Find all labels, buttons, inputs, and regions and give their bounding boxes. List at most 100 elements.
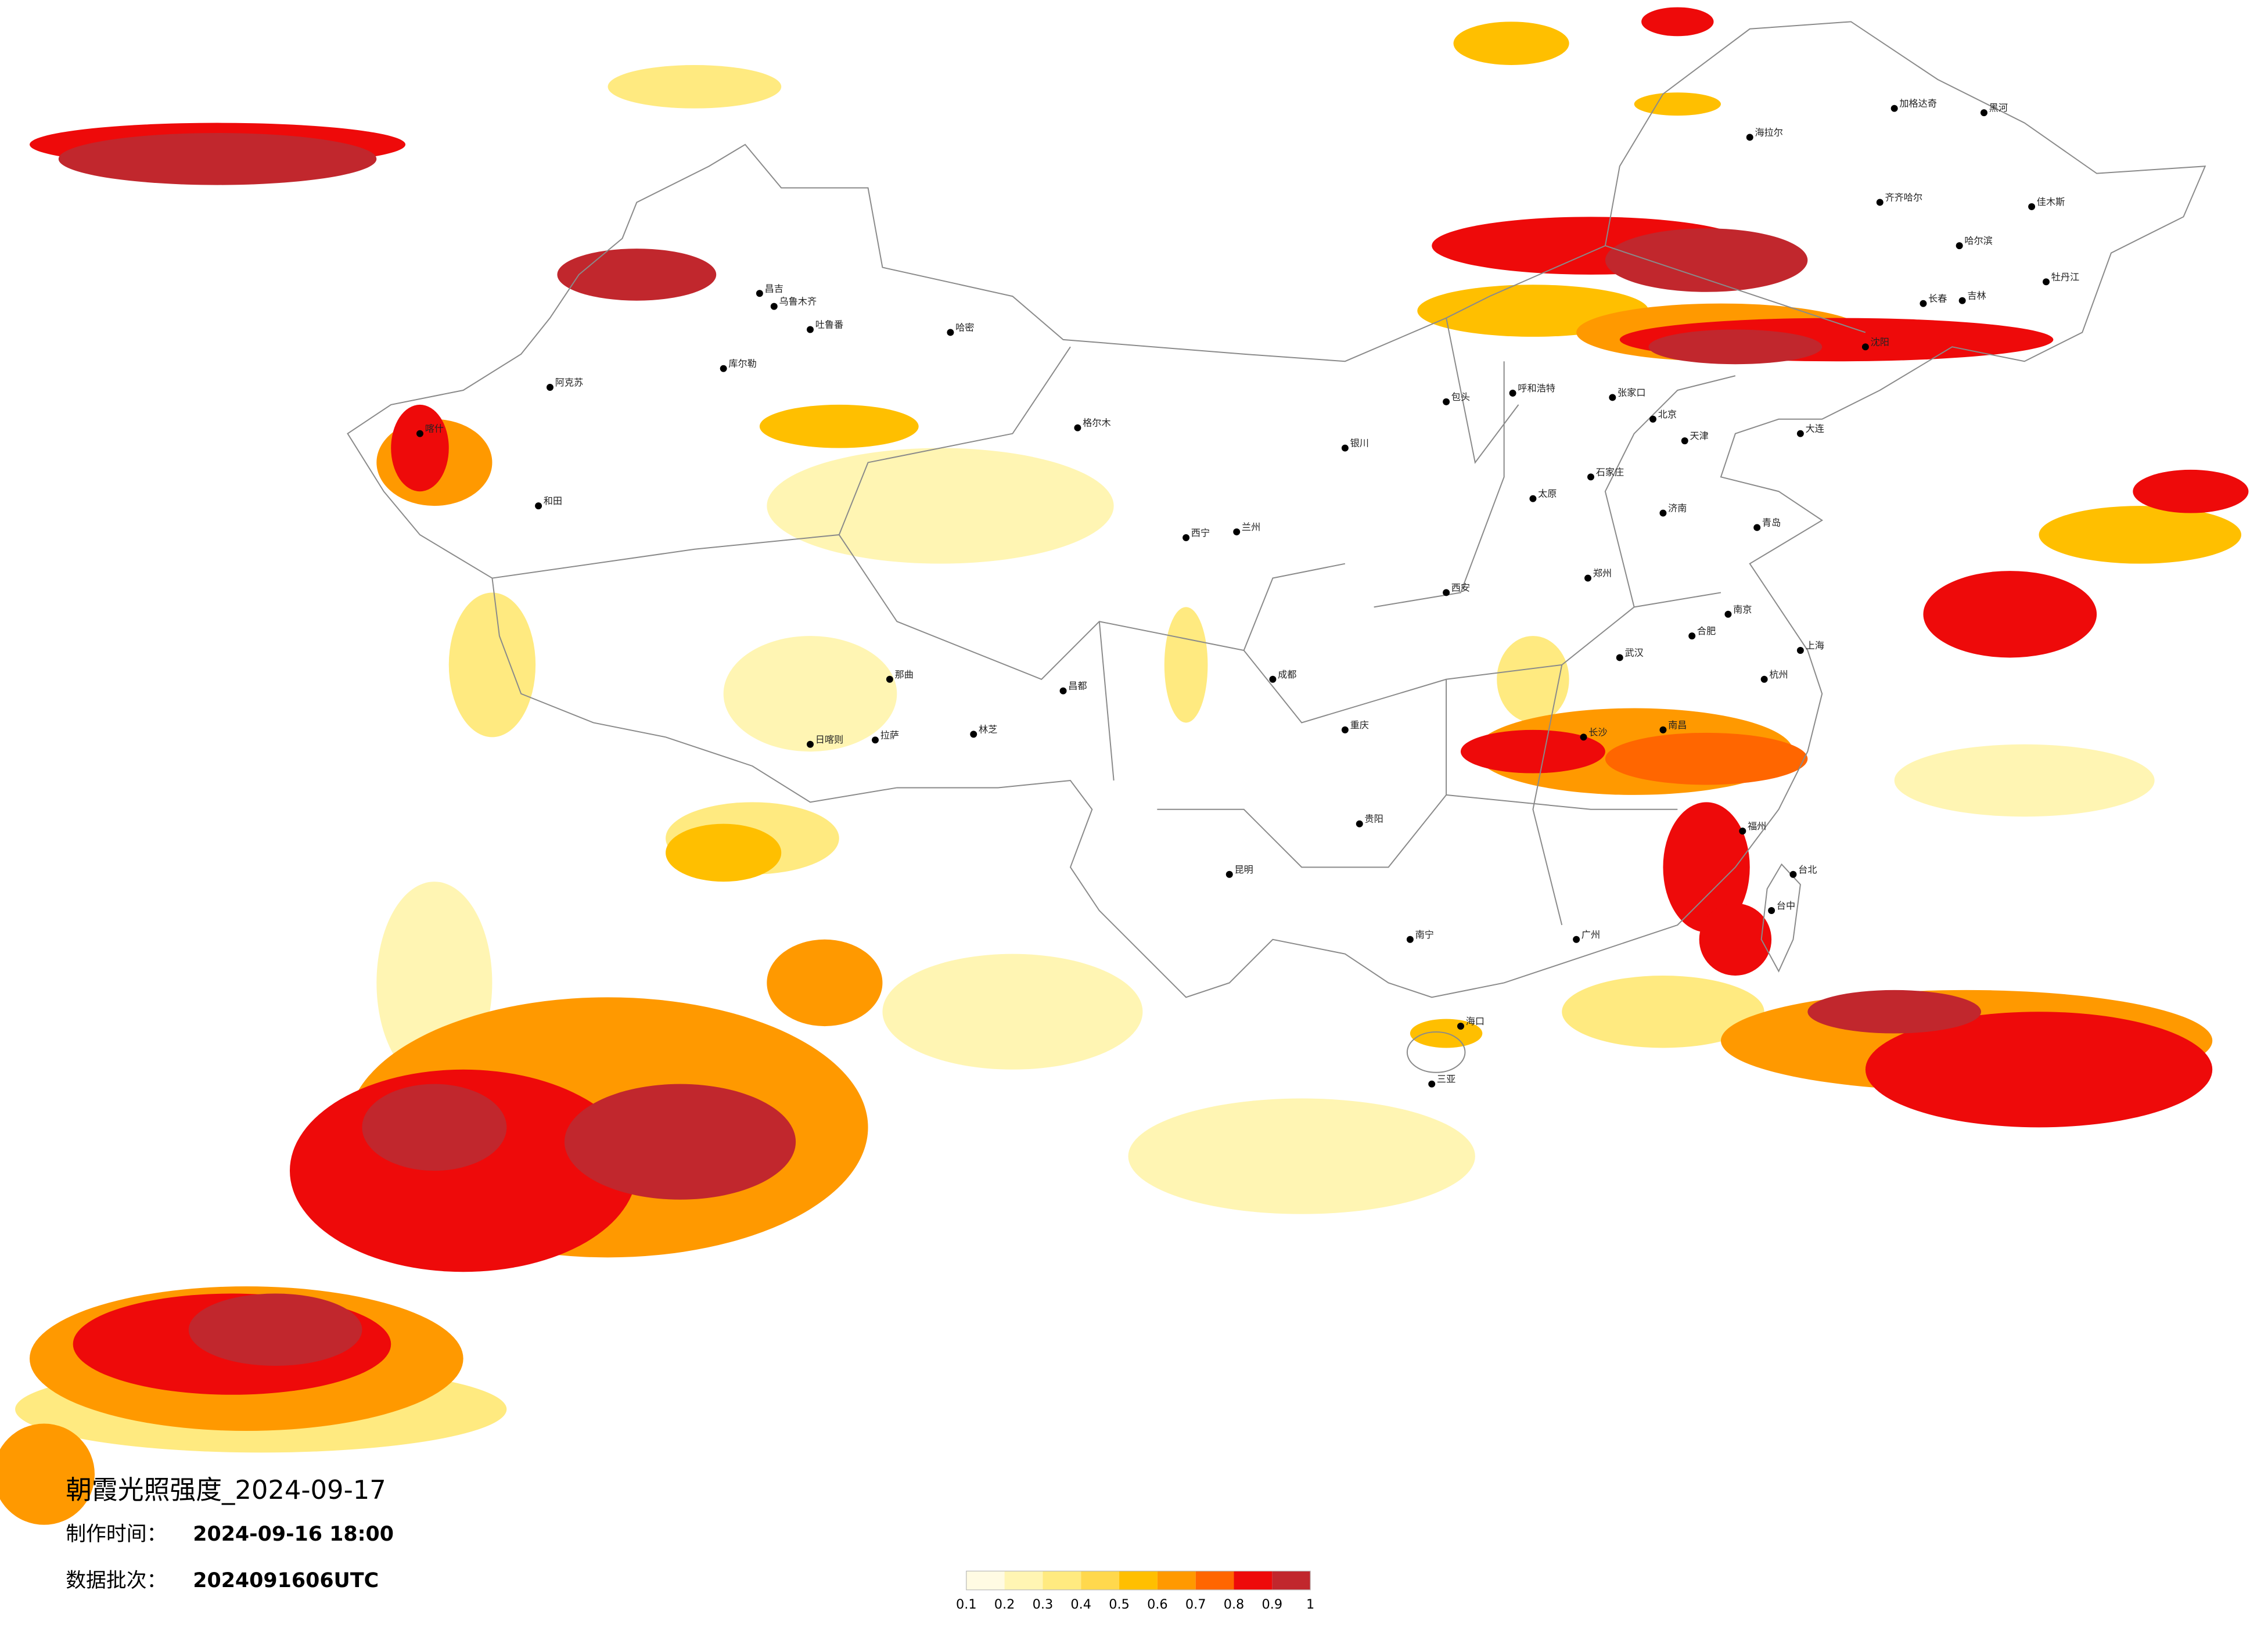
- city-label: 银川: [1350, 438, 1369, 449]
- intensity-area: [1641, 7, 1714, 37]
- city-label: 兰州: [1242, 521, 1260, 533]
- city-label: 黑河: [1989, 102, 2008, 113]
- city-dot: [1796, 430, 1804, 437]
- city-dot: [1958, 297, 1966, 304]
- city-label: 台北: [1798, 864, 1817, 875]
- city-label: 海口: [1466, 1016, 1485, 1027]
- city-label: 日喀则: [815, 734, 843, 745]
- city-label: 齐齐哈尔: [1885, 192, 1922, 203]
- city-label: 长沙: [1588, 726, 1607, 738]
- intensity-area: [1634, 92, 1721, 116]
- intensity-area: [767, 939, 883, 1027]
- city-dot: [1059, 687, 1067, 695]
- city-label: 张家口: [1618, 387, 1645, 398]
- city: 三亚: [1428, 1074, 1455, 1088]
- city-label: 南宁: [1415, 929, 1434, 940]
- city: 阿克苏: [547, 377, 583, 391]
- intensity-area: [1460, 729, 1605, 774]
- city: 兰州: [1233, 521, 1260, 535]
- city: 拉萨: [872, 729, 899, 744]
- city: 南宁: [1406, 929, 1434, 943]
- intensity-area: [2039, 506, 2241, 564]
- city-dot: [886, 675, 893, 683]
- boundaries: [347, 21, 2206, 1073]
- taiwan-outline: [1760, 863, 1801, 973]
- city: 张家口: [1609, 387, 1646, 401]
- city-dot: [535, 502, 542, 510]
- city-label: 郑州: [1593, 568, 1612, 579]
- city-label: 太原: [1538, 488, 1557, 499]
- city: 日喀则: [807, 734, 843, 748]
- city-dot: [1356, 820, 1363, 828]
- made-time: 2024-09-16 18:00: [193, 1523, 394, 1546]
- made-label: 制作时间：: [66, 1523, 167, 1546]
- city-label: 那曲: [895, 669, 914, 680]
- city: 石家庄: [1587, 466, 1624, 481]
- city-dot: [2028, 203, 2036, 210]
- city-label: 西安: [1451, 582, 1470, 593]
- city: 昌都: [1059, 681, 1087, 695]
- intensity-area: [1605, 228, 1808, 292]
- legend-swatch: [1234, 1571, 1273, 1590]
- city-dot: [1739, 828, 1746, 835]
- city-dot: [1746, 134, 1753, 141]
- city-label: 库尔勒: [728, 358, 756, 369]
- title: 朝霞光照强度_2024-09-17: [66, 1474, 386, 1505]
- city-dot: [1753, 524, 1761, 531]
- city: 济南: [1659, 503, 1687, 517]
- city-dot: [1980, 109, 1987, 117]
- intensity-area: [608, 65, 782, 109]
- legend-tick-label: 0.4: [1070, 1597, 1091, 1612]
- city: 包头: [1443, 391, 1470, 405]
- city-label: 吐鲁番: [815, 319, 843, 330]
- intensity-area: [557, 249, 717, 301]
- city-label: 喀什: [425, 423, 444, 434]
- city-label: 上海: [1806, 640, 1824, 651]
- intensity-area: [1699, 903, 1772, 976]
- city-dot: [1760, 675, 1768, 683]
- batch-label: 数据批次：: [66, 1569, 167, 1592]
- city-dot: [1876, 199, 1884, 206]
- city: 贵阳: [1356, 814, 1383, 828]
- city-dot: [1529, 495, 1537, 502]
- city: 喀什: [416, 423, 444, 437]
- city: 南昌: [1659, 720, 1687, 733]
- city-label: 三亚: [1437, 1074, 1455, 1085]
- country-outline: [347, 21, 2206, 998]
- intensity-area: [0, 1423, 95, 1525]
- intensity-area: [1807, 990, 1981, 1034]
- city-dot: [2043, 278, 2050, 286]
- city-label: 贵阳: [1364, 814, 1383, 825]
- city: 长沙: [1580, 726, 1608, 741]
- city: 乌鲁木齐: [770, 296, 817, 310]
- legend-swatch: [966, 1571, 1005, 1590]
- city-label: 林芝: [979, 724, 997, 735]
- intensity-area: [1923, 571, 2097, 658]
- city: 格尔木: [1074, 418, 1111, 431]
- city: 长春: [1920, 293, 1947, 307]
- city: 太原: [1529, 488, 1557, 502]
- intensity-layer: [0, 7, 2249, 1525]
- legend-tick-label: 0.6: [1147, 1597, 1168, 1612]
- city: 上海: [1796, 640, 1824, 654]
- city-dot: [770, 303, 778, 310]
- city: 广州: [1573, 929, 1600, 943]
- legend-swatch: [1119, 1571, 1158, 1590]
- city-dot: [1688, 632, 1696, 640]
- city: 黑河: [1980, 102, 2008, 117]
- city-dot: [1443, 589, 1450, 596]
- city-label: 天津: [1690, 430, 1708, 441]
- city-dot: [1956, 242, 1963, 250]
- city-dot: [1659, 509, 1667, 517]
- city-dot: [807, 326, 814, 333]
- city-dot: [1509, 390, 1516, 397]
- city: 库尔勒: [720, 358, 757, 372]
- city-label: 台中: [1777, 900, 1795, 911]
- intensity-area: [2133, 469, 2249, 513]
- city-dot: [1443, 398, 1450, 405]
- batch: 2024091606UTC: [193, 1569, 379, 1592]
- city-dot: [947, 329, 954, 336]
- city-label: 拉萨: [880, 729, 899, 740]
- intensity-area: [1453, 21, 1569, 66]
- intensity-area: [1128, 1098, 1475, 1214]
